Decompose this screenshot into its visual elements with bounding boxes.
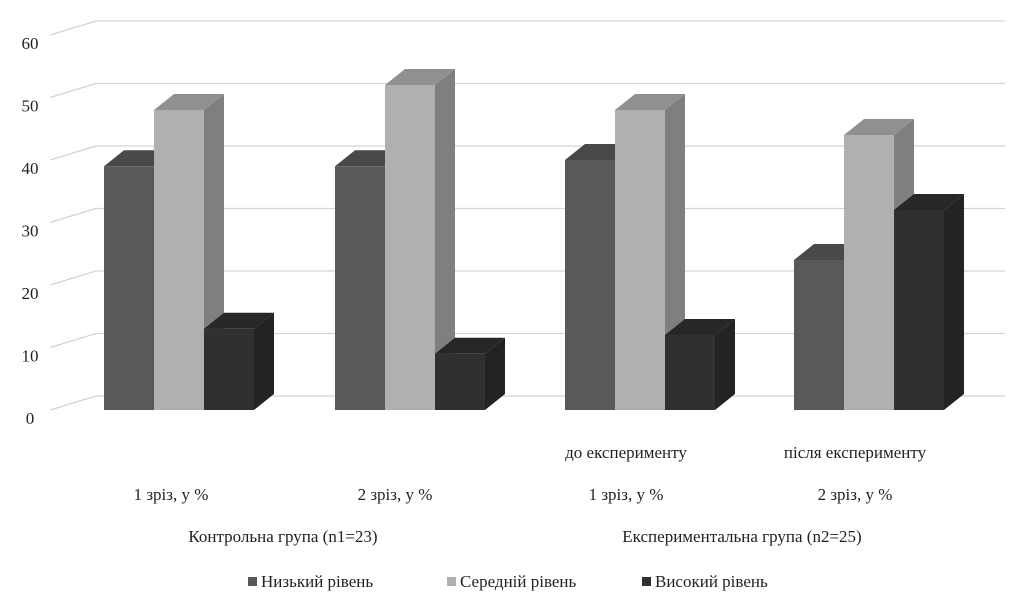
bar-4-3 — [894, 194, 964, 410]
bar-front — [794, 260, 844, 410]
bar-top — [844, 119, 914, 135]
bar-front — [665, 335, 715, 410]
bar-side — [715, 319, 735, 410]
category-stage-label: до експерименту — [565, 443, 687, 462]
legend-swatch — [248, 577, 257, 586]
bar-1-3 — [204, 312, 274, 410]
y-tick-label: 40 — [22, 159, 39, 178]
gridline-30 — [49, 207, 1005, 224]
category-slice-label: 2 зріз, у % — [818, 485, 893, 504]
bar-front — [204, 328, 254, 410]
legend-label: Високий рівень — [655, 572, 768, 591]
category-labels: 1 зріз, у % 2 зріз, у % до експерименту 1 з… — [134, 443, 927, 546]
bar-front — [894, 210, 944, 410]
bars — [104, 69, 964, 410]
group-label: Експериментальна група (n2=25) — [622, 527, 861, 546]
bar-2-2 — [385, 69, 455, 410]
y-tick-label: 10 — [22, 347, 39, 366]
bar-front — [154, 110, 204, 410]
legend-swatch — [447, 577, 456, 586]
bar-front — [104, 166, 154, 410]
y-tick-label: 30 — [22, 222, 39, 241]
gridline-50 — [49, 82, 1005, 99]
bar-top — [204, 312, 274, 329]
y-tick-label: 20 — [22, 284, 39, 303]
bar-side — [254, 312, 274, 410]
y-axis-ticks: 0 10 20 30 40 50 60 — [22, 34, 39, 428]
bar-front — [335, 166, 385, 410]
category-slice-label: 2 зріз, у % — [358, 485, 433, 504]
legend: Низький рівень Середній рівень Високий рів… — [248, 572, 768, 591]
bar-2-3 — [435, 337, 505, 410]
y-tick-label: 60 — [22, 34, 39, 53]
gridline-40 — [49, 145, 1005, 161]
grid-layer — [49, 20, 1005, 411]
bar-front — [565, 160, 615, 410]
y-tick-label: 50 — [22, 97, 39, 116]
bar-front — [385, 85, 435, 410]
bar-top — [154, 94, 224, 110]
bar-top — [615, 94, 685, 110]
bar-top — [385, 69, 455, 85]
gridline-60 — [49, 20, 1005, 36]
y-tick-label: 0 — [26, 409, 35, 428]
bar-front — [615, 110, 665, 410]
bar-top — [435, 337, 505, 354]
legend-label: Середній рівень — [460, 572, 577, 591]
category-stage-label: після експерименту — [784, 443, 927, 462]
bar-side — [944, 194, 964, 410]
bar-top — [894, 194, 964, 210]
legend-item: Середній рівень — [447, 572, 577, 591]
group-label: Контрольна група (n1=23) — [188, 527, 377, 546]
category-slice-label: 1 зріз, у % — [589, 485, 664, 504]
gridline-20 — [49, 270, 1005, 286]
category-slice-label: 1 зріз, у % — [134, 485, 209, 504]
bar-3-3 — [665, 319, 735, 410]
legend-swatch — [642, 577, 651, 586]
legend-label: Низький рівень — [261, 572, 373, 591]
bar-front — [844, 135, 894, 410]
bar-top — [665, 319, 735, 335]
bar-side — [435, 69, 455, 410]
bar-front — [435, 353, 485, 410]
legend-item: Високий рівень — [642, 572, 768, 591]
bar-side — [485, 337, 505, 410]
legend-item: Низький рівень — [248, 572, 373, 591]
